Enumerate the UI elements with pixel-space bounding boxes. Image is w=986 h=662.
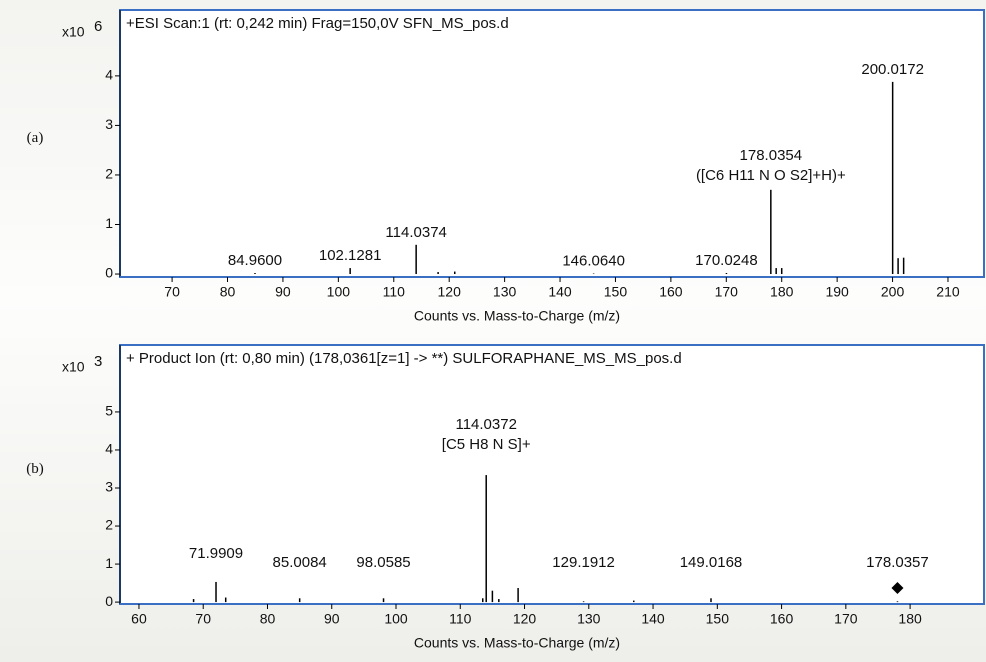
x-tick-label: 210 — [936, 284, 960, 300]
x-tick-label: 90 — [275, 284, 291, 300]
y-tick-label: 4 — [105, 441, 113, 457]
y-tick-label: 1 — [105, 215, 113, 231]
panel-tag: (b) — [26, 461, 44, 477]
x-tick-label: 120 — [438, 284, 462, 300]
plot-title: + Product Ion (rt: 0,80 min) (178,0361[z… — [126, 350, 682, 367]
y-multiplier: x10 — [62, 359, 85, 375]
x-tick-label: 70 — [164, 284, 180, 300]
precursor-marker — [891, 582, 904, 595]
peak-label: 149.0168 — [680, 554, 743, 571]
peak-label: 200.0172 — [861, 61, 924, 78]
peak-label: 71.9909 — [189, 545, 243, 562]
peak-label: 114.0374 — [385, 224, 446, 241]
x-tick-label: 160 — [770, 611, 794, 627]
x-tick-label: 120 — [513, 611, 537, 627]
x-tick-label: 180 — [898, 611, 922, 627]
peak-label: 146.0640 — [562, 253, 625, 270]
plot-area — [119, 9, 985, 278]
x-tick-label: 70 — [195, 611, 211, 627]
y-tick-label: 2 — [105, 166, 113, 182]
x-tick-label: 140 — [641, 611, 665, 627]
peak-label: 102.1281 — [319, 247, 382, 264]
y-multiplier: x10 — [62, 24, 85, 40]
peak-label: 129.1912 — [552, 554, 615, 571]
x-tick-label: 130 — [493, 284, 517, 300]
x-tick-label: 200 — [881, 284, 905, 300]
y-tick-label: 3 — [105, 479, 113, 495]
plot-title: +ESI Scan:1 (rt: 0,242 min) Frag=150,0V … — [126, 15, 509, 32]
peak-label: 114.0372 — [455, 416, 516, 433]
x-tick-label: 160 — [659, 284, 683, 300]
x-tick-label: 190 — [825, 284, 849, 300]
y-tick-label: 0 — [105, 265, 113, 281]
peak-label: 98.0585 — [356, 554, 410, 571]
y-tick-label: 3 — [105, 116, 113, 132]
peak-label: 84.9600 — [228, 252, 282, 269]
x-tick-label: 170 — [834, 611, 858, 627]
x-tick-label: 60 — [131, 611, 147, 627]
x-tick-label: 80 — [260, 611, 276, 627]
x-axis-title: Counts vs. Mass-to-Charge (m/z) — [414, 635, 620, 651]
x-tick-label: 100 — [327, 284, 351, 300]
y-exponent: 3 — [94, 353, 102, 370]
x-tick-label: 180 — [770, 284, 794, 300]
peak-label: 170.0248 — [695, 252, 758, 269]
x-tick-label: 150 — [706, 611, 730, 627]
x-tick-label: 140 — [548, 284, 572, 300]
x-tick-label: 80 — [220, 284, 236, 300]
x-tick-label: 150 — [604, 284, 628, 300]
x-axis-title: Counts vs. Mass-to-Charge (m/z) — [414, 308, 620, 324]
plot-area — [119, 344, 985, 605]
y-tick-label: 0 — [105, 593, 113, 609]
peak-formula: ([C6 H11 N O S2]+H)+ — [696, 167, 846, 184]
y-tick-label: 5 — [105, 403, 113, 419]
x-tick-label: 90 — [324, 611, 340, 627]
x-tick-label: 130 — [577, 611, 601, 627]
peak-label: 85.0084 — [273, 554, 327, 571]
x-tick-label: 110 — [383, 284, 406, 300]
y-tick-label: 4 — [105, 67, 113, 83]
peak-label: 178.0357 — [866, 554, 929, 571]
x-tick-label: 110 — [449, 611, 472, 627]
y-exponent: 6 — [94, 18, 102, 35]
y-tick-label: 1 — [105, 555, 113, 571]
y-tick-label: 2 — [105, 517, 113, 533]
peak-formula: [C5 H8 N S]+ — [442, 436, 531, 453]
x-tick-label: 100 — [384, 611, 408, 627]
x-tick-label: 170 — [715, 284, 739, 300]
panel-tag: (a) — [27, 130, 44, 146]
peak-label: 178.0354 — [740, 147, 803, 164]
